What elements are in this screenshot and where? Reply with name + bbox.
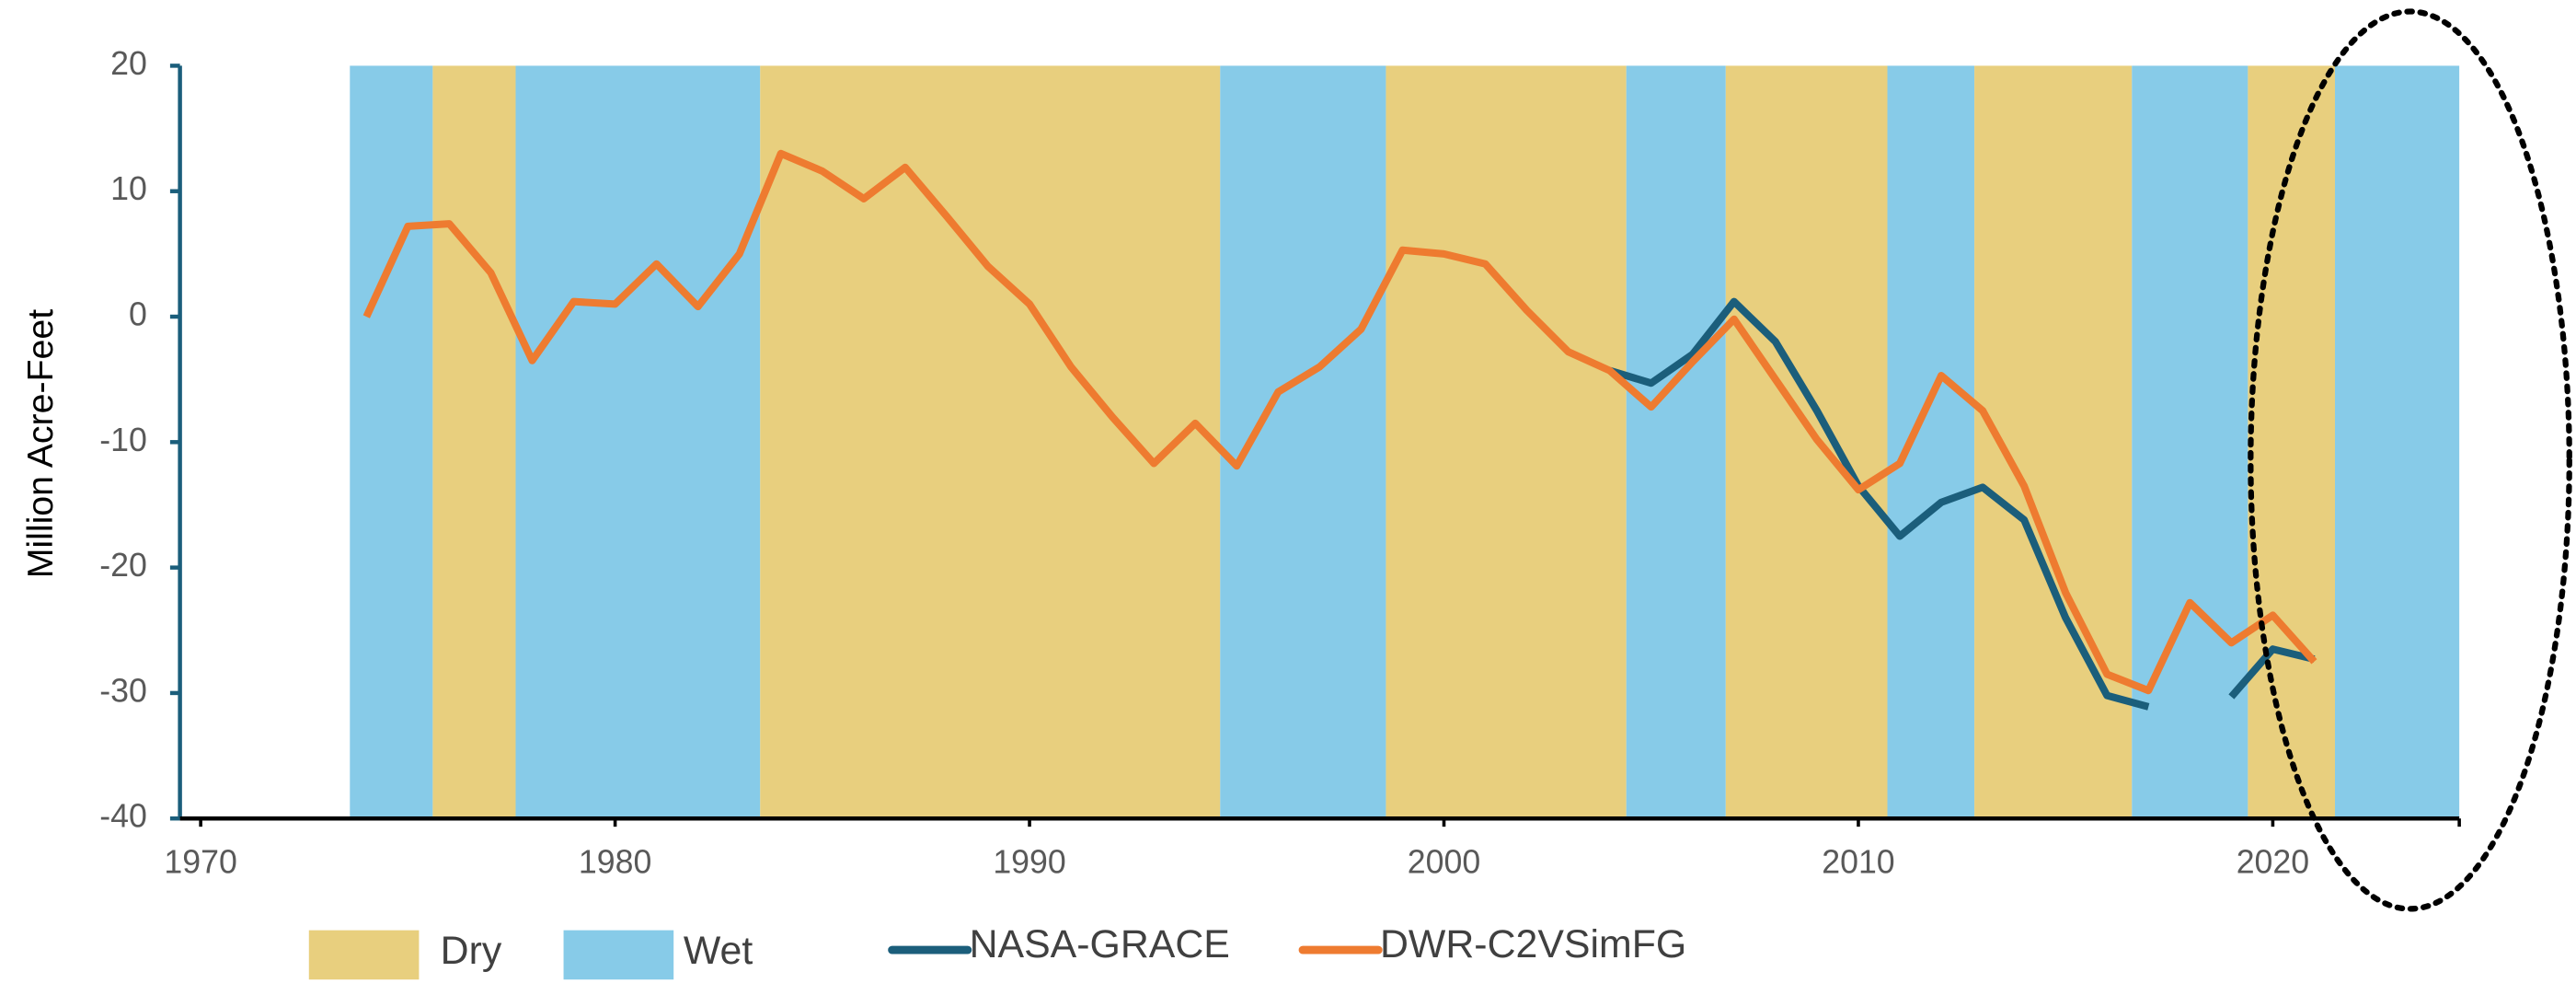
- y-tick-label: 10: [110, 170, 147, 207]
- legend-swatch: [308, 930, 420, 980]
- legend-label: Dry: [441, 929, 502, 973]
- x-tick-label: 1970: [164, 844, 236, 881]
- y-tick-label: -40: [99, 798, 147, 835]
- x-tick-label: 1990: [993, 844, 1065, 881]
- x-tick-label: 2000: [1408, 844, 1480, 881]
- series-line: [1608, 297, 2316, 711]
- y-tick-label: -10: [99, 422, 147, 458]
- period-band: [1220, 65, 1386, 819]
- period-band: [2334, 65, 2460, 819]
- legend-swatch: [563, 930, 674, 980]
- highlight-ellipse: [2248, 8, 2572, 912]
- period-band: [515, 65, 761, 819]
- x-tick-label: 1980: [579, 844, 651, 881]
- x-tick-label: 2020: [2237, 844, 2309, 881]
- series-line: [362, 149, 2317, 695]
- y-tick-label: 0: [129, 295, 147, 332]
- legend-label: NASA-GRACE: [970, 922, 1230, 966]
- period-band: [1626, 65, 1726, 819]
- period-band: [1725, 65, 1888, 819]
- period-band: [350, 65, 433, 819]
- period-band: [760, 65, 1221, 819]
- y-tick-label: -20: [99, 547, 147, 584]
- legend-label: Wet: [684, 929, 753, 973]
- legend: Dry Wet NASA-GRACE DWR-C2VSimFG: [308, 922, 1686, 980]
- period-band: [1887, 65, 1975, 819]
- period-band: [1386, 65, 1627, 819]
- period-band: [432, 65, 516, 819]
- series-lines: [362, 149, 2317, 711]
- period-band: [2132, 65, 2248, 819]
- x-tick-label: 2010: [1822, 844, 1894, 881]
- y-tick-label: 20: [110, 45, 147, 82]
- period-band: [2248, 65, 2335, 819]
- y-axis-label: Million Acre-Feet: [20, 309, 61, 578]
- y-tick-label: -30: [99, 672, 147, 709]
- legend-label: DWR-C2VSimFG: [1380, 922, 1686, 966]
